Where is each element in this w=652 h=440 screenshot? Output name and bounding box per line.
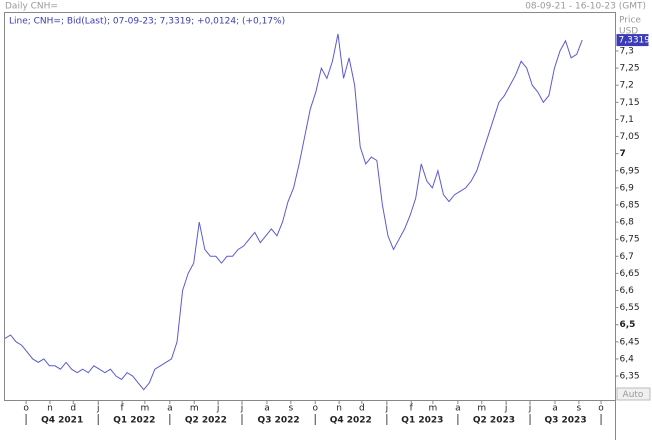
y-tick-label: 6,95 bbox=[620, 166, 640, 176]
auto-button[interactable] bbox=[616, 387, 651, 401]
x-tick-label: a bbox=[264, 404, 270, 414]
y-tick-label: 6,8 bbox=[620, 218, 635, 228]
y-tick-label: 6,45 bbox=[620, 337, 640, 347]
x-tick-label: o bbox=[598, 404, 604, 414]
x-tick-label: a bbox=[455, 404, 461, 414]
x-tick-label: d bbox=[70, 404, 76, 414]
legend: Line; CNH=; Bid(Last); 07-09-23; 7,3319;… bbox=[9, 17, 285, 27]
x-tick-label: m bbox=[190, 404, 199, 414]
x-tick-label: n bbox=[47, 404, 53, 414]
y-tick-label: 6,75 bbox=[620, 235, 640, 245]
x-tick-label: f bbox=[121, 404, 125, 414]
y-tick-label: 7,15 bbox=[620, 98, 640, 108]
x-tick-label: a bbox=[552, 404, 558, 414]
x-tick-label: o bbox=[23, 404, 29, 414]
quarter-label: Q3 2023 bbox=[544, 416, 586, 426]
x-tick-label: j bbox=[385, 404, 389, 414]
x-tick-label: f bbox=[410, 404, 414, 414]
x-tick-label: j bbox=[528, 404, 532, 414]
y-tick-label: 6,65 bbox=[620, 269, 640, 279]
plot-frame bbox=[4, 12, 616, 401]
x-tick-label: j bbox=[504, 404, 508, 414]
x-tick-label: a bbox=[167, 404, 173, 414]
y-tick-label: 7,2 bbox=[620, 81, 634, 91]
x-tick-label: s bbox=[577, 404, 582, 414]
x-tick-label: n bbox=[336, 404, 342, 414]
quarter-label: Q1 2023 bbox=[401, 416, 443, 426]
y-tick-label: 6,35 bbox=[620, 372, 640, 382]
quarter-label: Q3 2022 bbox=[258, 416, 300, 426]
price-line bbox=[4, 33, 583, 391]
x-tick-label: j bbox=[96, 404, 100, 414]
y-tick-label: 6,85 bbox=[620, 200, 640, 210]
y-tick-label: 6,9 bbox=[620, 183, 635, 193]
y-axis-title: Price bbox=[619, 16, 641, 26]
y-tick-label: 7,3 bbox=[620, 47, 634, 57]
quarter-label: Q1 2022 bbox=[113, 416, 155, 426]
y-tick-label: 6,6 bbox=[620, 286, 635, 296]
y-axis-unit: USD bbox=[619, 27, 638, 37]
quarter-label: Q2 2023 bbox=[473, 416, 515, 426]
date-range: 08-09-21 - 16-10-23 (GMT) bbox=[525, 2, 646, 12]
x-tick-label: m bbox=[140, 404, 149, 414]
quarter-label: Q4 2022 bbox=[330, 416, 372, 426]
y-tick-label: 6,5 bbox=[620, 320, 636, 330]
chart-title: Daily CNH= bbox=[5, 2, 58, 12]
y-tick-label: 6,7 bbox=[620, 252, 634, 262]
x-tick-label: o bbox=[312, 404, 318, 414]
quarter-label: Q4 2021 bbox=[41, 416, 83, 426]
y-tick-label: 6,4 bbox=[620, 354, 635, 364]
y-tick-label: 7,05 bbox=[620, 132, 640, 142]
y-tick-label: 7,1 bbox=[620, 115, 634, 125]
x-tick-label: s bbox=[288, 404, 293, 414]
quarter-label: Q2 2022 bbox=[185, 416, 227, 426]
last-value-label: 7,3319 bbox=[619, 36, 651, 46]
y-tick-label: 6,55 bbox=[620, 303, 640, 313]
x-tick-label: j bbox=[240, 404, 244, 414]
x-tick-label: m bbox=[477, 404, 486, 414]
y-tick-label: 7 bbox=[620, 149, 626, 159]
x-tick-label: m bbox=[429, 404, 438, 414]
y-tick-label: 7,25 bbox=[620, 64, 640, 74]
x-tick-label: d bbox=[359, 404, 365, 414]
last-value-box bbox=[616, 34, 649, 47]
x-tick-label: j bbox=[216, 404, 220, 414]
auto-button-label[interactable]: Auto bbox=[623, 390, 644, 400]
